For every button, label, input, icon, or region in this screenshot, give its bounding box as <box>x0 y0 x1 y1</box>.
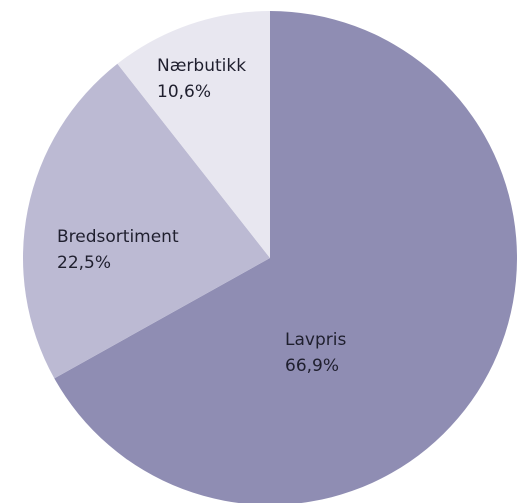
pie-slice <box>54 11 517 503</box>
slice-value-label: 10,6% <box>157 82 211 102</box>
slice-value-label: 66,9% <box>285 356 339 376</box>
slice-label: Nærbutikk <box>157 56 246 76</box>
pie-slice <box>22 63 271 379</box>
slice-value-label: 22,5% <box>57 253 111 273</box>
slice-label: Lavpris <box>285 330 346 350</box>
slice-label: Bredsortiment <box>57 227 179 247</box>
pie-slice <box>117 11 270 258</box>
